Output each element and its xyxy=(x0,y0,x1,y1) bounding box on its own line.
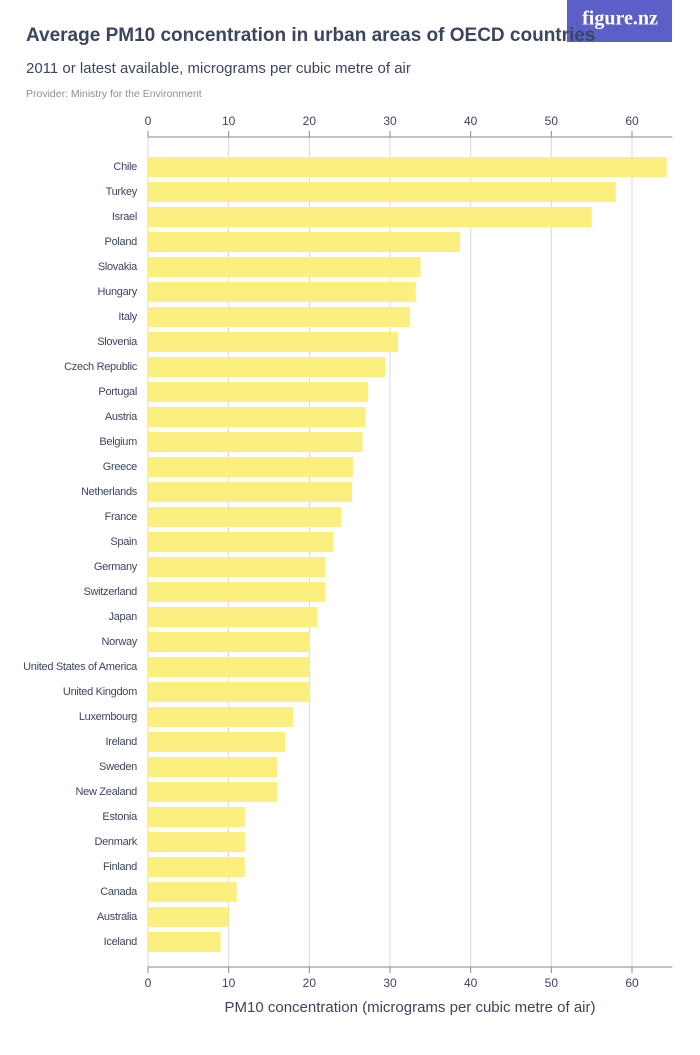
bar xyxy=(148,457,353,477)
y-tick-label: Greece xyxy=(103,461,137,473)
y-tick-label: Chile xyxy=(113,161,137,173)
bar xyxy=(148,907,229,927)
x-tick-label: 0 xyxy=(145,114,152,128)
brand-box xyxy=(567,0,672,42)
bar xyxy=(148,157,667,177)
chart-title: Average PM10 concentration in urban area… xyxy=(26,25,595,46)
bar xyxy=(148,182,616,202)
bar xyxy=(148,207,592,227)
bar xyxy=(148,307,411,327)
bar xyxy=(148,282,416,302)
bar xyxy=(148,257,421,277)
y-tick-label: New Zealand xyxy=(75,786,137,798)
bar xyxy=(148,832,245,852)
y-tick-label: Austria xyxy=(105,411,138,423)
bar xyxy=(148,732,286,752)
y-tick-label: Luxembourg xyxy=(79,711,137,723)
y-tick-label: Norway xyxy=(102,636,138,648)
bar xyxy=(148,507,342,527)
x-tick-label: 0 xyxy=(145,976,152,990)
y-tick-label: Slovakia xyxy=(98,261,138,273)
bar xyxy=(148,657,310,677)
y-tick-label: Slovenia xyxy=(97,336,138,348)
x-tick-label: 20 xyxy=(303,976,317,990)
brand-logo: figure.nz xyxy=(582,8,658,30)
bar xyxy=(148,807,245,827)
bar xyxy=(148,482,353,502)
bar xyxy=(148,932,221,952)
y-tick-label: Turkey xyxy=(106,186,138,198)
x-axis-label: PM10 concentration (micrograms per cubic… xyxy=(225,999,596,1016)
bar xyxy=(148,782,278,802)
y-tick-label: United States of America xyxy=(23,661,138,673)
x-tick-label: 30 xyxy=(383,114,397,128)
x-tick-label: 60 xyxy=(625,114,639,128)
bar xyxy=(148,407,365,427)
x-tick-label: 30 xyxy=(383,976,397,990)
y-tick-label: Iceland xyxy=(104,936,138,948)
x-tick-label: 40 xyxy=(464,114,478,128)
y-tick-label: Germany xyxy=(94,561,138,573)
bar xyxy=(148,232,461,252)
x-tick-label: 40 xyxy=(464,976,478,990)
bar xyxy=(148,682,310,702)
y-tick-label: Japan xyxy=(109,611,138,623)
bar xyxy=(148,607,318,627)
bar xyxy=(148,332,399,352)
y-tick-label: Poland xyxy=(105,236,138,248)
y-tick-label: Portugal xyxy=(98,386,137,398)
bar xyxy=(148,432,363,452)
y-tick-label: United Kingdom xyxy=(63,686,137,698)
y-tick-label: Netherlands xyxy=(81,486,138,498)
y-tick-label: Australia xyxy=(97,911,138,923)
y-tick-label: Belgium xyxy=(99,436,137,448)
bar xyxy=(148,357,386,377)
bar xyxy=(148,557,326,577)
x-tick-label: 20 xyxy=(303,114,317,128)
y-tick-label: Ireland xyxy=(105,736,137,748)
y-tick-label: Italy xyxy=(118,311,137,323)
x-tick-label: 50 xyxy=(545,114,559,128)
provider-note: Provider: Ministry for the Environment xyxy=(26,88,202,100)
bar xyxy=(148,532,334,552)
x-tick-label: 50 xyxy=(545,976,559,990)
bar xyxy=(148,632,310,652)
y-tick-label: Canada xyxy=(100,886,138,898)
y-tick-label: Sweden xyxy=(99,761,137,773)
y-tick-label: Switzerland xyxy=(83,586,137,598)
y-tick-label: Estonia xyxy=(102,811,138,823)
bar xyxy=(148,707,294,727)
y-tick-label: France xyxy=(105,511,138,523)
bar xyxy=(148,882,237,902)
chart-subtitle: 2011 or latest available, micrograms per… xyxy=(26,60,411,77)
y-tick-label: Denmark xyxy=(94,836,137,848)
x-tick-label: 10 xyxy=(222,976,236,990)
bar xyxy=(148,382,369,402)
y-tick-label: Israel xyxy=(112,211,137,223)
y-tick-label: Czech Republic xyxy=(64,361,138,373)
x-tick-label: 10 xyxy=(222,114,236,128)
bar xyxy=(148,857,245,877)
y-tick-label: Spain xyxy=(110,536,137,548)
bar xyxy=(148,757,278,777)
x-tick-label: 60 xyxy=(625,976,639,990)
y-tick-label: Hungary xyxy=(98,286,138,298)
y-tick-label: Finland xyxy=(103,861,137,873)
bar xyxy=(148,582,326,602)
